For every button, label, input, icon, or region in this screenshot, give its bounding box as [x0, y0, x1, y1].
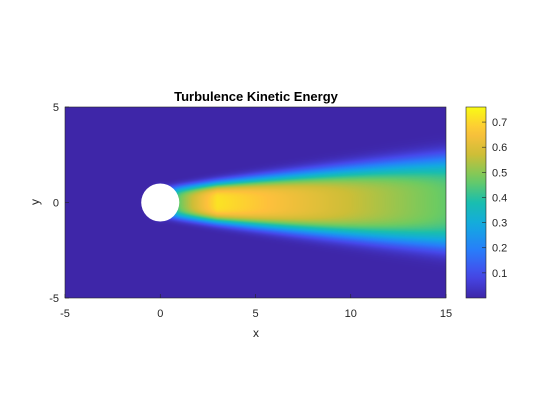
colorbar-ticks: 0.1 0.2 0.3 0.4 0.5 0.6 0.7	[482, 117, 507, 280]
y-tick-label: 0	[53, 198, 59, 210]
colorbar: 0.1 0.2 0.3 0.4 0.5 0.6 0.7	[465, 106, 507, 299]
colorbar-tick-label: 0.6	[492, 142, 507, 154]
colorbar-fill	[465, 106, 487, 299]
colorbar-tick-label: 0.5	[492, 167, 507, 179]
x-axis-label: x	[253, 326, 259, 340]
heatmap	[65, 107, 446, 298]
x-tick-label: 0	[157, 308, 163, 320]
x-tick-label: -5	[60, 308, 70, 320]
y-tick-label: -5	[49, 293, 59, 305]
colorbar-tick-label: 0.2	[492, 243, 507, 255]
cylinder-obstacle	[141, 183, 180, 222]
y-axis: -5 0 5	[49, 102, 69, 305]
colorbar-tick-label: 0.4	[492, 192, 507, 204]
x-tick-label: 5	[252, 308, 258, 320]
plot-area	[64, 106, 447, 299]
x-tick-label: 15	[440, 308, 452, 320]
y-tick-label: 5	[53, 102, 59, 114]
colorbar-tick-label: 0.3	[492, 218, 507, 230]
colorbar-tick-label: 0.7	[492, 117, 507, 129]
colorbar-tick-label: 0.1	[492, 268, 507, 280]
x-axis: -5 0 5 10 15	[60, 294, 452, 320]
x-tick-label: 10	[345, 308, 357, 320]
y-axis-label: y	[28, 199, 42, 205]
chart-title: Turbulence Kinetic Energy	[174, 89, 339, 104]
